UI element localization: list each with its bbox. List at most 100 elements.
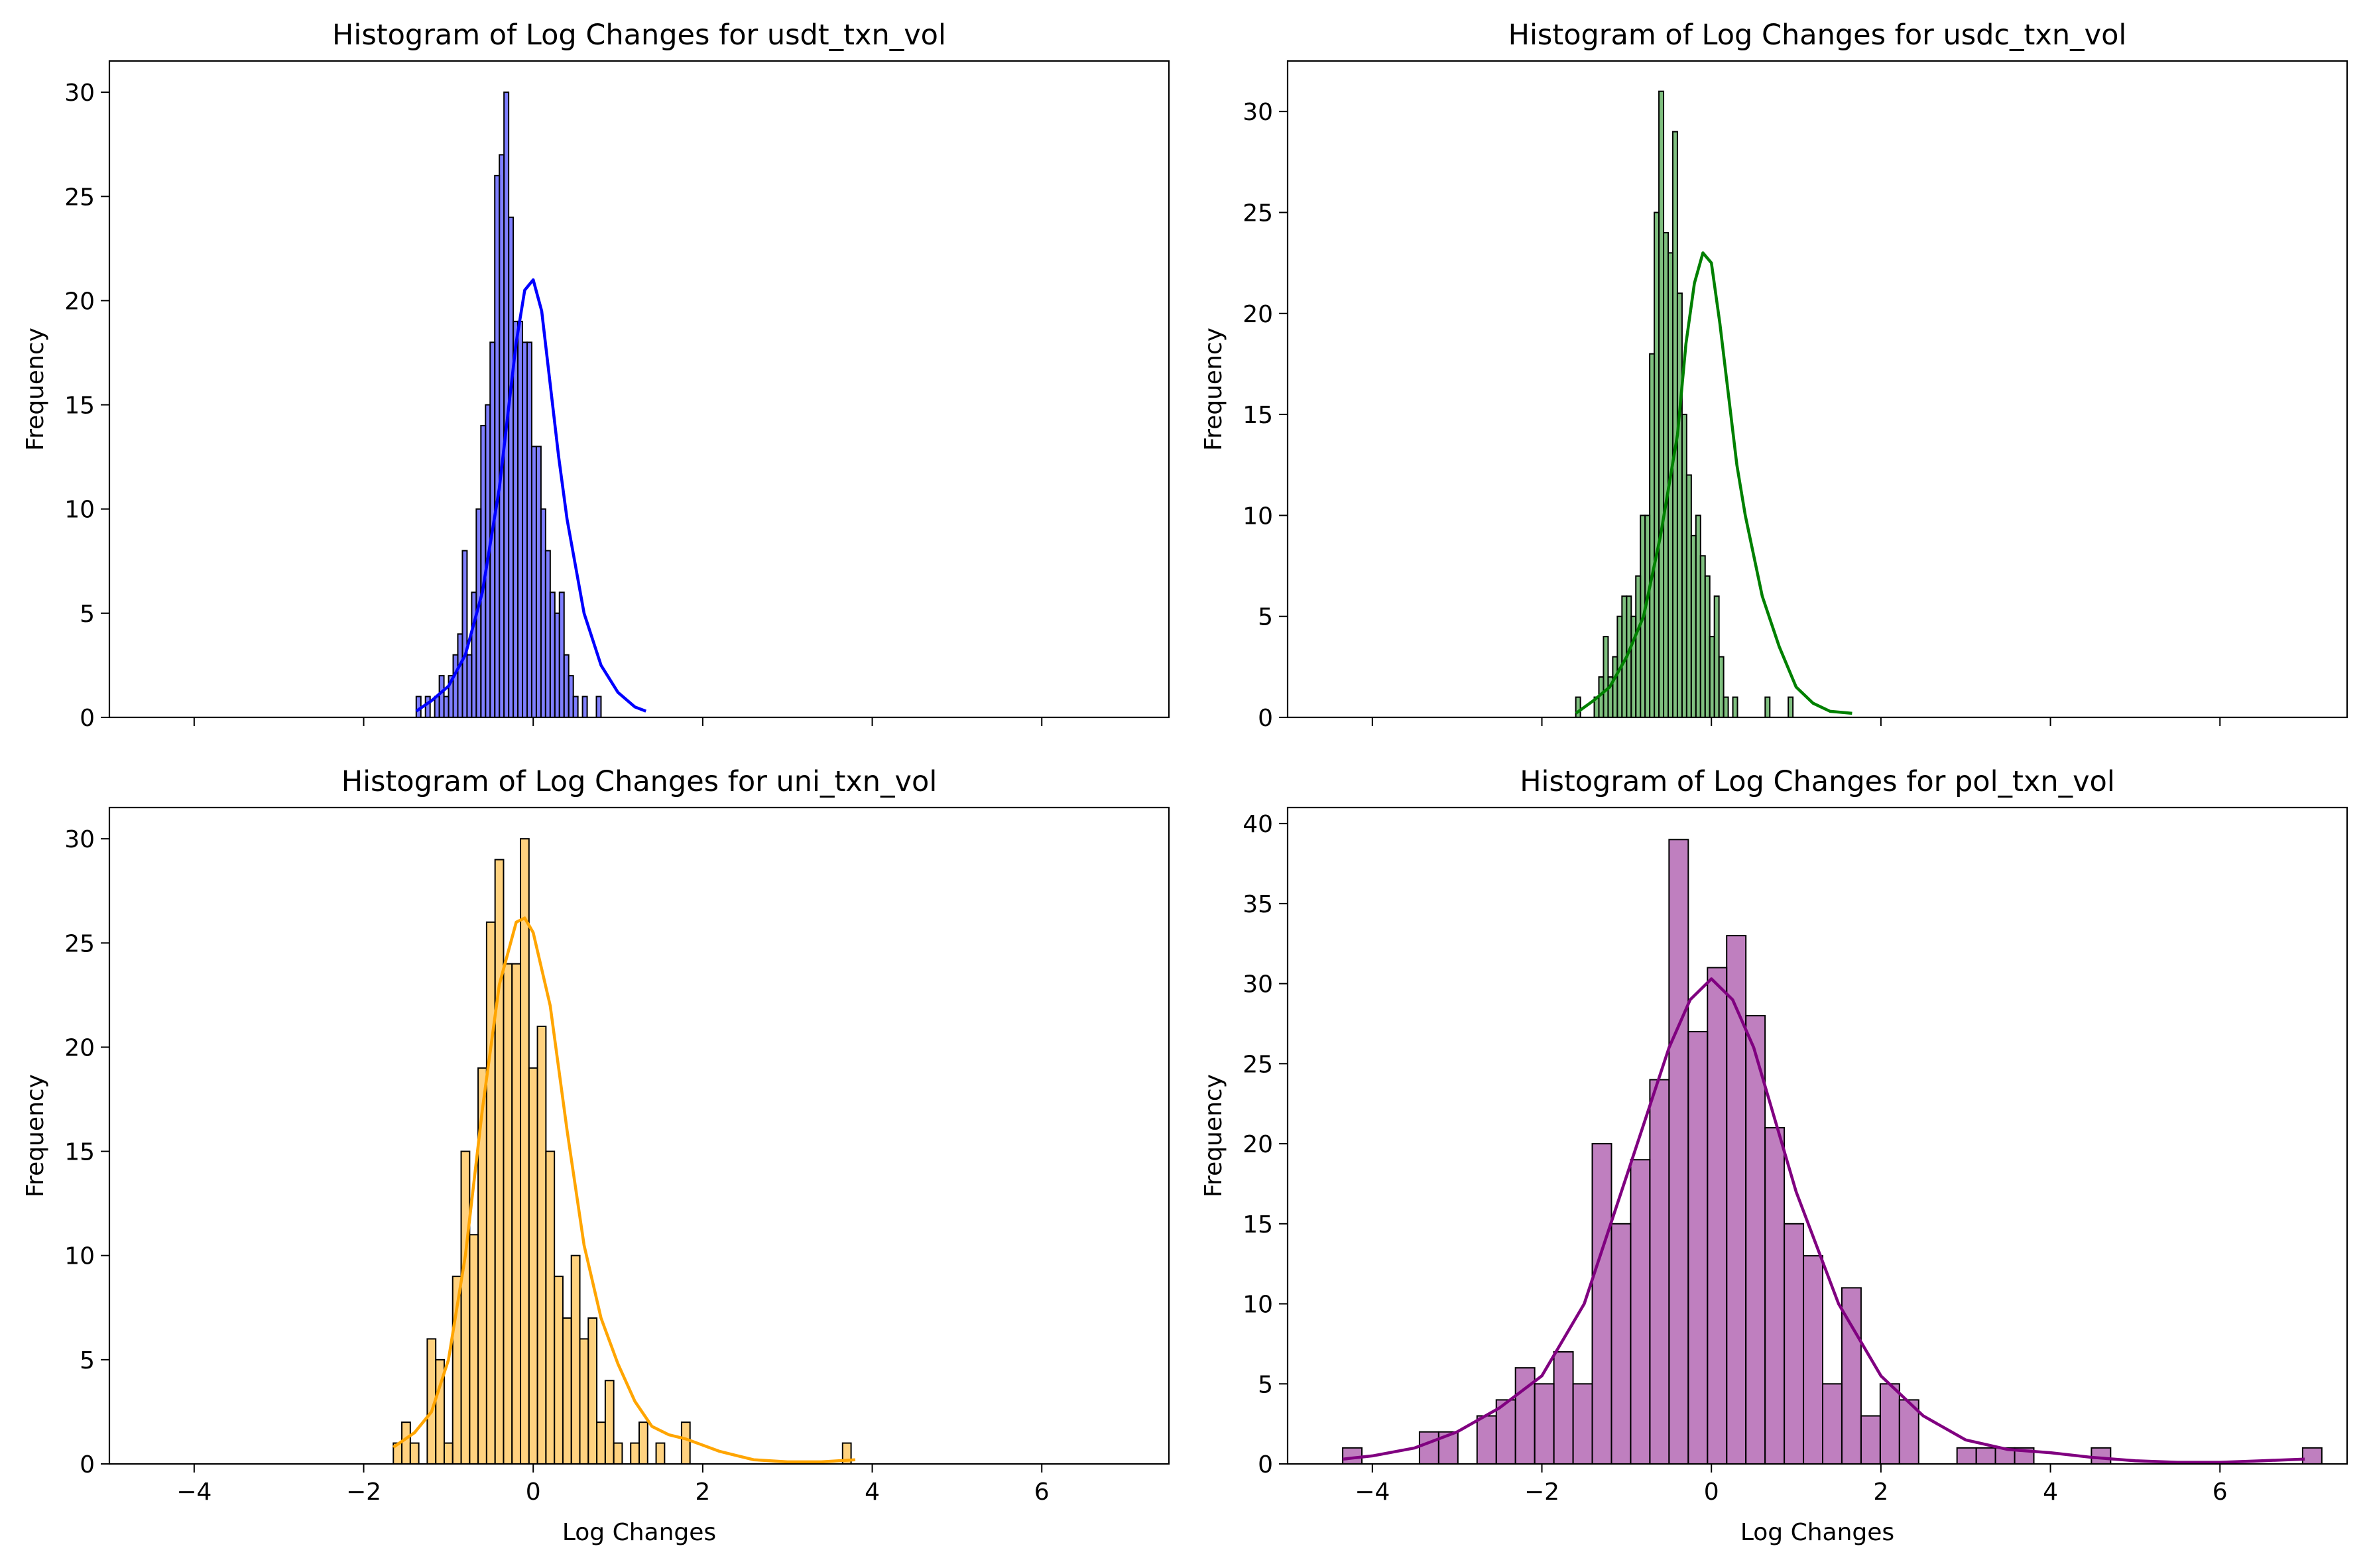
histogram-bar (1476, 1415, 1497, 1465)
histogram-bar (1534, 1383, 1555, 1465)
histogram-bar (499, 154, 505, 718)
histogram-bar (581, 695, 588, 718)
x-tick-label: 4 (865, 1478, 880, 1506)
histogram-bar (1690, 534, 1697, 718)
histogram-bar (1745, 1014, 1766, 1465)
histogram-bar (469, 1234, 479, 1465)
histogram-bar (452, 654, 459, 719)
chart-title: Histogram of Log Changes for usdc_txn_vo… (1508, 19, 2127, 52)
histogram-bar (485, 921, 496, 1465)
chart-title: Histogram of Log Changes for usdt_txn_vo… (332, 19, 946, 52)
y-tick-label: 5 (80, 601, 95, 628)
histogram-bar (517, 320, 524, 719)
histogram-bar (443, 695, 450, 718)
y-tick-label: 0 (80, 1451, 95, 1478)
histogram-bar (1713, 595, 1720, 718)
histogram-bar (528, 1067, 538, 1465)
histogram-bar (522, 341, 528, 718)
histogram-bar (554, 1276, 564, 1465)
histogram-bar (1681, 414, 1687, 718)
histogram-bar (438, 675, 445, 719)
y-tick-label: 30 (1243, 99, 1273, 126)
kde-curve (415, 278, 646, 713)
y-tick-label: 30 (1243, 971, 1273, 998)
chart-title: Histogram of Log Changes for uni_txn_vol (341, 765, 938, 798)
y-tick-label: 10 (1243, 1292, 1273, 1319)
histogram-bar (1649, 353, 1656, 718)
histogram-bar (471, 591, 477, 719)
histogram-bar (530, 446, 537, 719)
histogram-bar (1704, 575, 1711, 718)
histogram-bar (1687, 1031, 1709, 1465)
histogram-bar (1821, 1383, 1843, 1465)
histogram-bar (1685, 474, 1692, 718)
x-axis-label: Log Changes (1740, 1519, 1894, 1546)
x-tick-label: 2 (1873, 1478, 1888, 1506)
histogram-bar (526, 341, 532, 718)
histogram-bar (1658, 90, 1665, 718)
y-tick-label: 5 (80, 1347, 95, 1374)
histogram-bar (1630, 1159, 1651, 1465)
y-tick-label: 30 (64, 826, 95, 853)
y-tick-label: 15 (64, 1139, 95, 1166)
kde-curve (1575, 251, 1852, 715)
histogram-bar (545, 1150, 556, 1465)
histogram-bar (1726, 935, 1747, 1465)
histogram-bars (1575, 90, 1794, 719)
histogram-bar (562, 1317, 572, 1465)
histogram-bar (457, 633, 463, 718)
histogram-bar (1654, 211, 1660, 718)
histogram-bar (1764, 1126, 1786, 1465)
y-tick-label: 30 (64, 80, 95, 107)
histogram-bar (1630, 615, 1637, 719)
histogram-bar (563, 654, 570, 719)
y-tick-label: 15 (1243, 402, 1273, 429)
y-tick-label: 20 (64, 1034, 95, 1061)
y-tick-label: 5 (1258, 1371, 1273, 1398)
x-tick-label: 4 (2043, 1478, 2058, 1506)
y-tick-label: 35 (1243, 891, 1273, 918)
histogram-bar (401, 1421, 411, 1465)
histogram-bar (1764, 696, 1771, 718)
histogram-bar (434, 695, 440, 718)
histogram-bar (513, 320, 519, 719)
histogram-bar (1635, 575, 1642, 718)
histogram-bar (572, 695, 579, 718)
histogram-bar (1707, 967, 1728, 1465)
y-tick-label: 20 (1243, 301, 1273, 328)
histogram-bar (596, 1421, 606, 1465)
histogram-bar (424, 695, 431, 718)
chart-title: Histogram of Log Changes for pol_txn_vol (1520, 765, 2115, 798)
histogram-bar (1695, 514, 1701, 719)
histogram-bar (1699, 555, 1706, 718)
x-axis-label: Log Changes (562, 1519, 716, 1546)
histogram-bar (540, 508, 546, 718)
histogram-bar (544, 550, 551, 718)
histogram-bar (1975, 1447, 1996, 1465)
histogram-bar (1644, 514, 1651, 719)
y-tick-label: 25 (64, 930, 95, 957)
histogram-bar (508, 216, 515, 718)
subplot-usdt: 0 5 10 15 20 25 30 Histogram of Log Changes for… (22, 19, 1170, 732)
histogram-bar (570, 1254, 581, 1465)
y-tick-label: 0 (80, 705, 95, 732)
subplot-uni: −4 −2 0 2 4 6 0 5 10 15 20 25 30 Histogram of Log Cha… (22, 765, 1170, 1546)
y-tick-label: 10 (64, 1243, 95, 1270)
histogram-bar (1610, 1223, 1632, 1465)
axes-frame (1286, 806, 2348, 1465)
histogram-bar (1676, 292, 1683, 718)
histogram-bar (630, 1442, 640, 1465)
y-tick-label: 5 (1258, 604, 1273, 631)
y-tick-label: 25 (1243, 200, 1273, 227)
y-tick-label: 20 (64, 288, 95, 315)
y-tick-label: 20 (1243, 1131, 1273, 1158)
histogram-bar (494, 174, 501, 719)
histogram-bar (613, 1442, 623, 1465)
axes-frame (108, 60, 1170, 719)
y-tick-label: 25 (1243, 1051, 1273, 1078)
histogram-bar (579, 1338, 589, 1465)
histogram-bar (1603, 636, 1609, 719)
histogram-bar (520, 838, 530, 1465)
histogram-bars (393, 838, 852, 1465)
